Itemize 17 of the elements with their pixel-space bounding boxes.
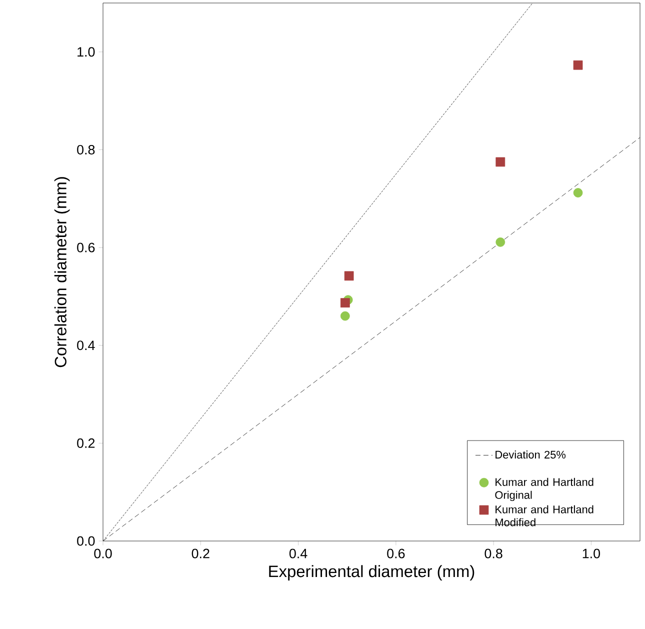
- legend-label: Kumar and Hartland Modified: [496, 505, 594, 526]
- y-tick-label: 0.0: [77, 536, 95, 546]
- x-tick-label: 0.6: [387, 548, 405, 558]
- x-axis-title: Experimental diameter (mm): [269, 565, 474, 580]
- y-tick-label: 0.8: [77, 144, 95, 154]
- y-tick-label: 1.0: [78, 47, 95, 57]
- y-tick-label: 0.6: [77, 242, 95, 252]
- y-tick-label: 0.2: [77, 438, 95, 448]
- x-tick-label: 0.2: [192, 548, 210, 558]
- x-tick-label: 0.0: [94, 548, 112, 558]
- x-tick-label: 0.4: [289, 548, 308, 558]
- legend-label: Deviation 25%: [496, 450, 566, 459]
- x-tick-label: 0.8: [484, 548, 502, 558]
- y-tick-label: 0.4: [77, 340, 95, 350]
- legend-label: Kumar and Hartland Original: [495, 478, 594, 502]
- x-tick-label: 1.0: [582, 548, 600, 558]
- y-axis-title: Correlation diameter (mm): [54, 177, 70, 368]
